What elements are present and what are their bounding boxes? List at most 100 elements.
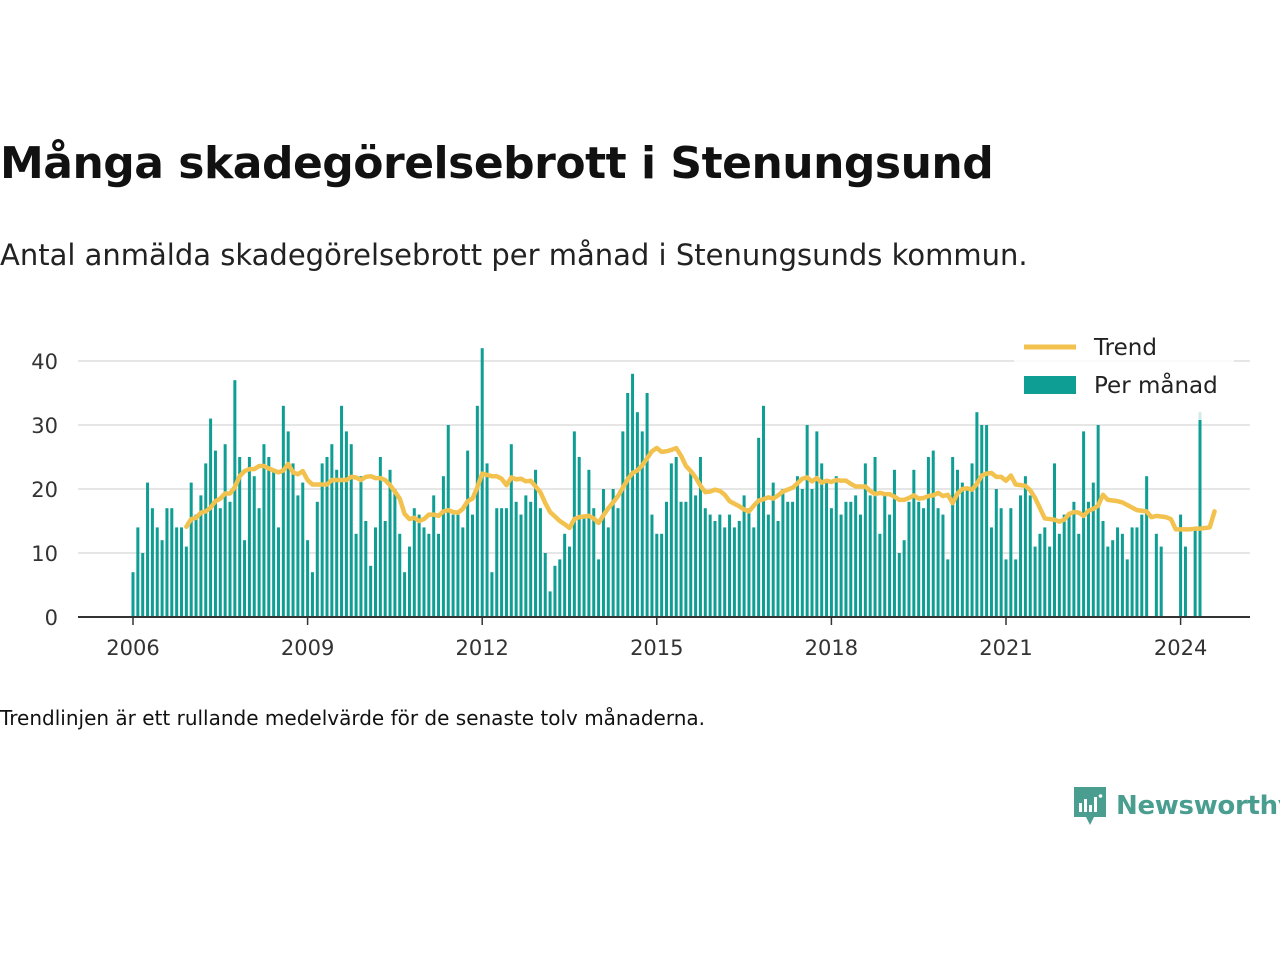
y-axis-labels: 0 10 20 30 40 <box>31 350 58 630</box>
bar <box>645 393 649 617</box>
bar <box>194 514 198 617</box>
x-axis-ticks: 2006 2009 2012 2015 2018 2021 2024 <box>106 617 1207 660</box>
bar <box>437 533 441 617</box>
bar <box>548 591 552 617</box>
bar <box>1048 546 1052 617</box>
bar <box>742 495 746 617</box>
bar <box>451 514 455 617</box>
bar <box>199 495 203 617</box>
bar <box>1183 546 1187 617</box>
bar <box>553 565 557 617</box>
bar <box>325 457 329 617</box>
bar <box>529 501 533 617</box>
x-tick-label: 2024 <box>1154 636 1207 660</box>
bar <box>883 495 887 617</box>
bar <box>364 521 368 617</box>
bar <box>296 495 300 617</box>
bar <box>136 527 140 617</box>
bar <box>335 469 339 617</box>
bar <box>1014 559 1018 617</box>
bar <box>926 457 930 617</box>
bar <box>931 450 935 617</box>
bar <box>689 469 693 617</box>
bar <box>534 469 538 617</box>
bar <box>344 431 348 617</box>
bar <box>543 553 547 617</box>
x-tick-label: 2006 <box>106 636 159 660</box>
bar <box>456 514 460 617</box>
bar <box>781 489 785 617</box>
bar <box>587 469 591 617</box>
bar <box>795 476 799 617</box>
bar <box>509 444 513 617</box>
bar <box>994 489 998 617</box>
bar <box>422 527 426 617</box>
bar <box>761 405 766 617</box>
bar <box>349 444 353 617</box>
y-tick-label: 20 <box>31 478 58 502</box>
bar <box>276 527 281 617</box>
y-tick-label: 0 <box>45 606 58 630</box>
footnote: Trendlinjen är ett rullande medelvärde f… <box>0 706 706 730</box>
bar <box>398 533 402 617</box>
bar <box>165 508 169 617</box>
legend: Trend Per månad <box>1014 332 1234 420</box>
bar <box>1067 514 1071 617</box>
bar <box>1140 514 1144 617</box>
bar <box>1130 527 1134 617</box>
bar <box>582 514 586 617</box>
bar <box>917 501 921 617</box>
x-tick-label: 2012 <box>455 636 508 660</box>
bar <box>941 514 945 617</box>
bar <box>1106 546 1110 617</box>
bar <box>626 393 630 617</box>
bar <box>373 527 378 617</box>
bar <box>888 514 892 617</box>
bar <box>1019 495 1023 617</box>
bar <box>204 463 208 617</box>
bar <box>369 565 373 617</box>
bar <box>1116 527 1120 617</box>
bar <box>470 514 475 617</box>
bar <box>461 527 465 617</box>
bar <box>306 540 310 617</box>
bar <box>752 527 756 617</box>
bar <box>1072 501 1076 617</box>
bar <box>606 527 610 617</box>
bar <box>184 546 188 617</box>
bar <box>747 508 751 617</box>
bar <box>243 540 247 617</box>
bar <box>597 559 601 617</box>
x-tick-label: 2009 <box>281 636 334 660</box>
bar <box>985 425 989 617</box>
trend-line <box>184 445 1217 532</box>
bar <box>572 431 576 617</box>
newsworthy-logo[interactable]: Newsworthy <box>1072 785 1280 827</box>
bar <box>155 527 159 617</box>
bar <box>340 405 344 617</box>
bar <box>1077 533 1081 617</box>
bar <box>417 514 421 617</box>
bar <box>868 495 872 617</box>
bar <box>160 540 164 617</box>
bar <box>301 482 305 617</box>
bar <box>999 508 1003 617</box>
bar <box>611 489 615 617</box>
bar <box>238 457 242 617</box>
bar-series-per-manad <box>131 348 1202 617</box>
bar <box>563 533 567 617</box>
bar <box>393 489 397 617</box>
bar <box>732 527 736 617</box>
bar <box>829 508 833 617</box>
bar <box>150 508 154 617</box>
bar <box>1028 495 1032 617</box>
bar <box>1082 431 1086 617</box>
bar <box>407 546 411 617</box>
bar <box>737 521 741 617</box>
x-tick-label: 2015 <box>630 636 683 660</box>
bar <box>1086 501 1090 617</box>
bar <box>233 380 237 617</box>
bar <box>708 514 712 617</box>
bar <box>694 495 698 617</box>
bar <box>514 501 518 617</box>
